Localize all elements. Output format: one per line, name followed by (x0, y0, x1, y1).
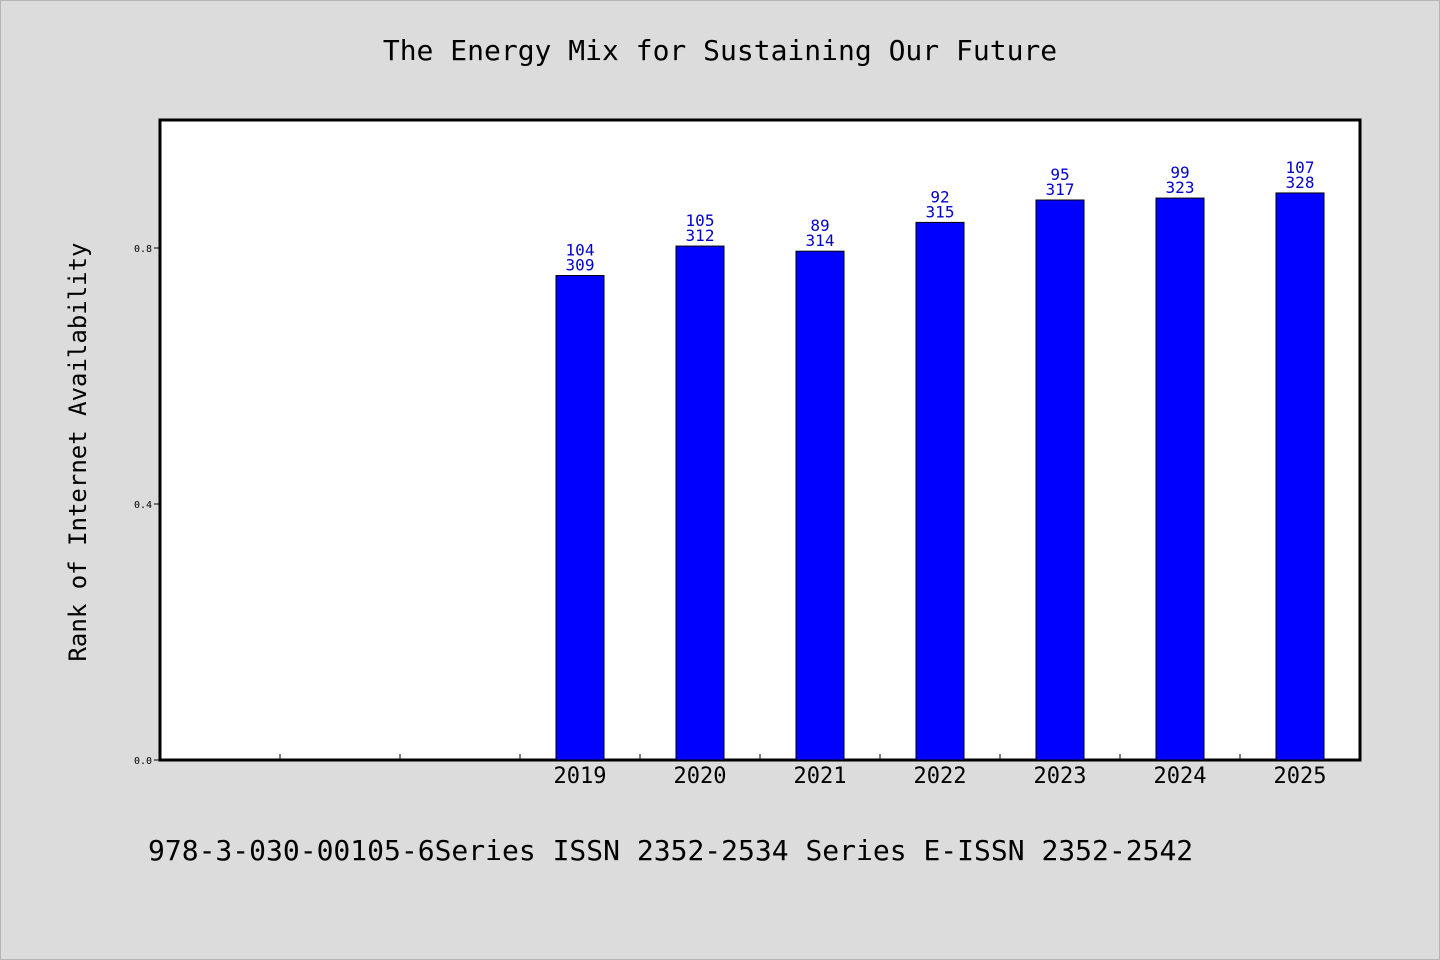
bar-label-top: 95 (1050, 165, 1069, 184)
x-tick-label: 2023 (1034, 764, 1087, 789)
bar-label-bottom: 309 (566, 256, 595, 275)
bar-label-top: 104 (566, 241, 595, 260)
y-axis-label: Rank of Internet Availability (64, 242, 92, 661)
x-tick-label: 2020 (674, 764, 727, 789)
x-tick-label: 2021 (794, 764, 847, 789)
x-tick-label: 2019 (554, 764, 607, 789)
bar (675, 245, 725, 761)
bar (555, 275, 605, 761)
bar (795, 250, 845, 761)
x-tick-label: 2024 (1154, 764, 1207, 789)
bar-label-top: 99 (1170, 163, 1189, 182)
bar-label-bottom: 317 (1046, 180, 1075, 199)
x-tick-label: 2022 (914, 764, 967, 789)
y-tick-label: 0.8 (134, 244, 152, 255)
bar-label-bottom: 315 (926, 202, 955, 221)
x-tick-label: 2025 (1274, 764, 1327, 789)
bar-label-bottom: 312 (686, 226, 715, 245)
bar (915, 221, 965, 761)
bar-label-bottom: 328 (1286, 173, 1315, 192)
y-tick-label: 0.4 (134, 500, 152, 511)
bar-label-bottom: 323 (1166, 178, 1195, 197)
footer-note: 978-3-030-00105-6Series ISSN 2352-2534 S… (148, 834, 1194, 867)
bar (1035, 199, 1085, 761)
bar-label-top: 107 (1286, 158, 1315, 177)
bar-label-bottom: 314 (806, 231, 835, 250)
bar (1155, 197, 1205, 761)
chart-title: The Energy Mix for Sustaining Our Future (382, 34, 1058, 67)
bar-label-top: 92 (930, 187, 949, 206)
bar-label-top: 105 (686, 211, 715, 230)
bar-label-top: 89 (810, 216, 829, 235)
bar (1275, 192, 1325, 761)
y-tick-label: 0.0 (134, 756, 152, 767)
